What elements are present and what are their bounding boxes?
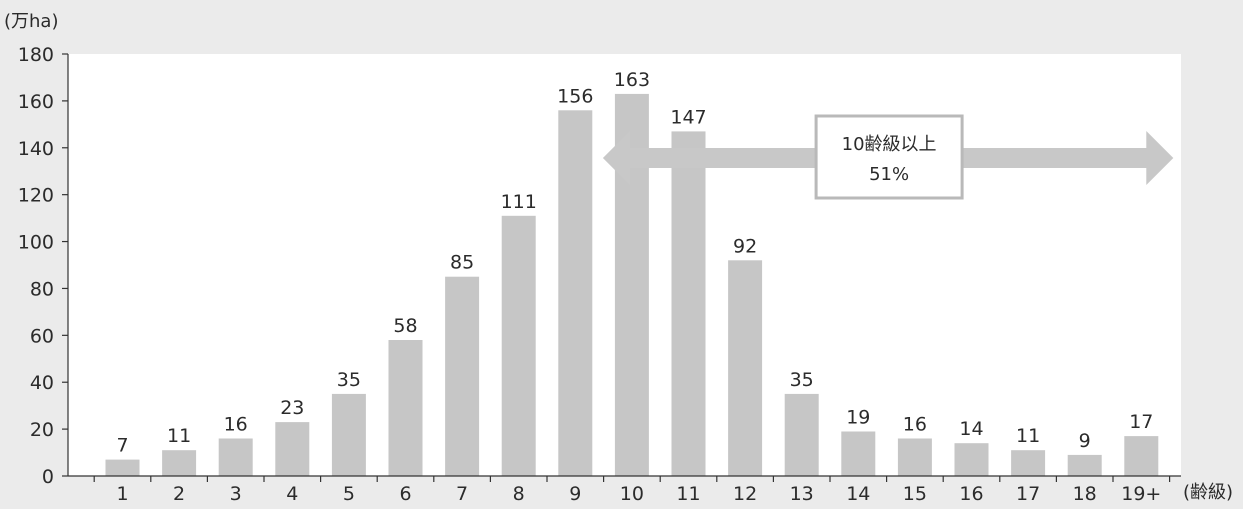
value-label-7: 85 xyxy=(450,252,474,274)
x-tick-label-7: 7 xyxy=(456,483,468,504)
axes-layer xyxy=(62,53,1181,482)
y-tick-label-0: 0 xyxy=(42,466,54,488)
y-tick-label-140: 140 xyxy=(18,138,54,160)
y-tick-label-120: 120 xyxy=(18,185,54,207)
x-tick-label-10: 10 xyxy=(620,483,644,504)
callout-box xyxy=(814,114,964,200)
x-tick-label-19+: 19+ xyxy=(1121,483,1161,504)
bar-2 xyxy=(162,450,197,476)
bar-18 xyxy=(1067,454,1102,476)
value-label-16: 14 xyxy=(959,418,983,440)
x-tick-label-13: 13 xyxy=(790,483,814,504)
value-label-15: 16 xyxy=(903,414,927,436)
bar-9 xyxy=(558,110,593,477)
value-label-3: 16 xyxy=(224,414,248,436)
x-axis-unit-label: (齢級) xyxy=(1183,482,1233,503)
value-label-13: 35 xyxy=(790,369,814,391)
y-tick-label-60: 60 xyxy=(30,325,54,347)
x-tick-label-17: 17 xyxy=(1016,483,1040,504)
bar-8 xyxy=(501,215,536,477)
y-tick-label-100: 100 xyxy=(18,232,54,254)
x-tick-label-6: 6 xyxy=(399,483,411,504)
x-tick-label-11: 11 xyxy=(676,483,700,504)
bar-3 xyxy=(218,438,253,476)
value-label-18: 9 xyxy=(1079,430,1091,452)
y-tick-label-180: 180 xyxy=(18,44,54,66)
value-label-10: 163 xyxy=(614,69,650,91)
value-label-12: 92 xyxy=(733,235,757,257)
value-label-1: 7 xyxy=(116,435,128,457)
bar-11 xyxy=(671,131,706,476)
value-label-4: 23 xyxy=(280,397,304,419)
y-tick-label-40: 40 xyxy=(30,372,54,394)
x-tick-label-2: 2 xyxy=(173,483,185,504)
bar-5 xyxy=(331,393,366,476)
bar-17 xyxy=(1011,450,1046,476)
value-label-14: 19 xyxy=(846,407,870,429)
x-tick-label-1: 1 xyxy=(116,483,128,504)
bar-14 xyxy=(841,431,876,476)
bar-13 xyxy=(784,393,819,476)
bar-12 xyxy=(728,260,763,476)
x-tick-label-18: 18 xyxy=(1073,483,1097,504)
x-tick-label-14: 14 xyxy=(846,483,870,504)
bar-4 xyxy=(275,422,310,476)
value-label-9: 156 xyxy=(557,85,593,107)
value-label-6: 58 xyxy=(393,315,417,337)
callout-line-1: 10齢級以上 xyxy=(842,134,937,155)
value-label-2: 11 xyxy=(167,425,191,447)
x-tick-label-12: 12 xyxy=(733,483,757,504)
bar-15 xyxy=(897,438,932,476)
y-axis-unit-label: (万ha) xyxy=(4,11,58,32)
value-label-11: 147 xyxy=(670,106,706,128)
x-tick-label-15: 15 xyxy=(903,483,927,504)
bar-7 xyxy=(445,276,480,476)
value-label-17: 11 xyxy=(1016,425,1040,447)
bar-6 xyxy=(388,340,423,476)
x-tick-label-16: 16 xyxy=(959,483,983,504)
x-tick-label-9: 9 xyxy=(569,483,581,504)
bar-19+ xyxy=(1124,436,1159,476)
x-tick-label-8: 8 xyxy=(513,483,525,504)
y-tick-label-20: 20 xyxy=(30,419,54,441)
bar-1 xyxy=(105,459,140,476)
callout-line-2: 51% xyxy=(869,164,909,185)
value-label-5: 35 xyxy=(337,369,361,391)
x-tick-label-5: 5 xyxy=(343,483,355,504)
y-tick-label-80: 80 xyxy=(30,278,54,300)
x-tick-label-3: 3 xyxy=(230,483,242,504)
x-tick-label-4: 4 xyxy=(286,483,298,504)
y-tick-label-160: 160 xyxy=(18,91,54,113)
value-label-19+: 17 xyxy=(1129,411,1153,433)
value-label-8: 111 xyxy=(501,191,537,213)
annotation-layer: 10齢級以上 51% xyxy=(602,114,1174,200)
bar-16 xyxy=(954,443,989,476)
